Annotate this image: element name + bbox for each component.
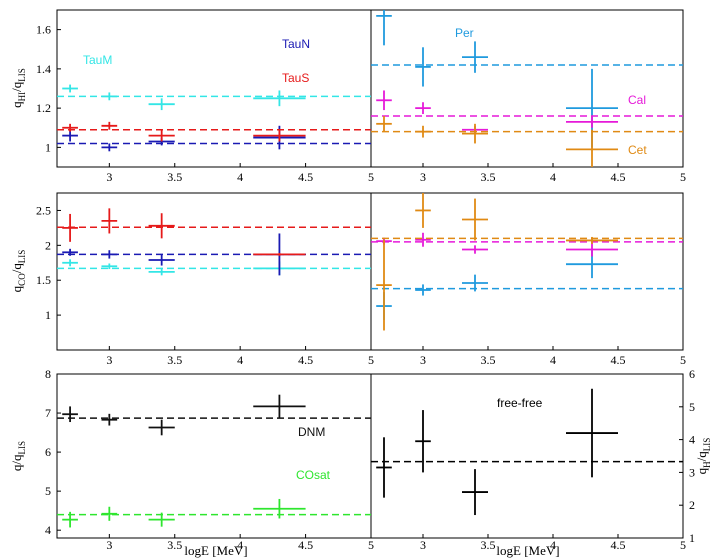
series-co-left-taus — [57, 208, 371, 256]
label-dnm: DNM — [298, 425, 325, 439]
label-cosat: COsat — [296, 468, 331, 482]
ytick-label-co-left-2: 2 — [45, 238, 51, 252]
series-co-left-taum — [57, 259, 371, 276]
ylabel-hi-sub2: LIS — [17, 68, 27, 82]
xtick-label-co-left-2: 4 — [237, 353, 243, 367]
label-cal: Cal — [628, 93, 646, 107]
series-hi-left-taum — [57, 84, 371, 111]
xtick-label-ff-right-0: 3 — [420, 538, 426, 552]
xlabel-left: logE [MeV] — [184, 543, 247, 558]
xtick-label-co-left-4: 5 — [368, 353, 374, 367]
series-co-right-cal — [371, 232, 683, 257]
series-co-right-cet — [371, 193, 683, 331]
ytick-label-co-left-0: 1 — [45, 308, 51, 322]
xtick-label-hi-left-2: 4 — [237, 170, 243, 184]
ytick-label-dnm-left-1: 5 — [45, 484, 51, 498]
ylabel-co-mid: /q — [9, 263, 24, 274]
ytick-label-hi-left-1: 1.2 — [36, 101, 51, 115]
xtick-label-co-right-3: 4.5 — [611, 353, 626, 367]
series-hi-left-taus — [57, 121, 371, 142]
series-dnm-left-dnm — [57, 394, 371, 436]
panel-co-right-frame — [370, 192, 684, 351]
series-hi-right-cet — [371, 115, 683, 167]
xtick-label-hi-left-1: 3.5 — [167, 170, 182, 184]
panel-hi-right-frame — [370, 9, 684, 168]
ytick-label-dnm-left-4: 8 — [45, 367, 51, 381]
label-cet: Cet — [628, 143, 647, 157]
xlabel-right: logE [MeV] — [496, 543, 559, 558]
series-co-right-per — [371, 250, 683, 320]
ytick-label-hi-left-2: 1.4 — [36, 62, 51, 76]
ytick-label-ff-right-5: 6 — [689, 367, 695, 381]
ylabel-ff: qH/qLIS — [694, 438, 712, 475]
series-layer — [57, 10, 683, 528]
ytick-label-dnm-left-2: 6 — [45, 445, 51, 459]
xtick-label-dnm-left-1: 3.5 — [167, 538, 182, 552]
series-ff-right-freefree — [371, 388, 683, 516]
ytick-label-ff-right-1: 2 — [689, 498, 695, 512]
xtick-label-co-left-1: 3.5 — [167, 353, 182, 367]
ytick-label-hi-left-0: 1 — [45, 140, 51, 154]
ylabel-dnm-sub2: LIS — [17, 441, 27, 455]
xtick-label-dnm-left-4: 5 — [368, 538, 374, 552]
xtick-label-hi-right-2: 4 — [550, 170, 556, 184]
ylabel-co-q: q — [9, 285, 24, 292]
xtick-label-ff-right-1: 3.5 — [481, 538, 496, 552]
xtick-label-co-left-3: 4.5 — [298, 353, 313, 367]
panel-co-left-frame — [56, 192, 372, 351]
ylabel-hi-mid: /q — [9, 81, 24, 92]
ylabel-dnm-q: q/q — [9, 454, 24, 471]
xtick-label-hi-left-3: 4.5 — [298, 170, 313, 184]
xtick-label-dnm-left-0: 3 — [106, 538, 112, 552]
xtick-label-ff-right-3: 4.5 — [611, 538, 626, 552]
xtick-label-dnm-left-3: 4.5 — [298, 538, 313, 552]
xtick-label-hi-right-1: 3.5 — [481, 170, 496, 184]
ytick-label-dnm-left-3: 7 — [45, 406, 51, 420]
ytick-label-ff-right-3: 4 — [689, 433, 695, 447]
ytick-label-ff-right-0: 1 — [689, 531, 695, 545]
xtick-label-hi-left-4: 5 — [368, 170, 374, 184]
ytick-label-ff-right-4: 5 — [689, 400, 695, 414]
ytick-label-ff-right-2: 3 — [689, 465, 695, 479]
ylabel-ff-sub1: H — [702, 461, 712, 468]
panel-ff-right-frame — [370, 373, 684, 539]
ylabel-ff-mid: /q — [694, 451, 709, 462]
ytick-label-co-left-1: 1.5 — [36, 273, 51, 287]
ylabel-co: qCO/qLIS — [9, 250, 27, 293]
ylabel-co-sub2: LIS — [17, 250, 27, 264]
xtick-label-co-right-2: 4 — [550, 353, 556, 367]
ytick-label-co-left-3: 2.5 — [36, 203, 51, 217]
ylabel-ff-sub2: LIS — [702, 438, 712, 452]
series-dnm-left-cosat — [57, 498, 371, 528]
label-taum: TauM — [83, 53, 112, 67]
xtick-label-ff-right-4: 5 — [680, 538, 686, 552]
ylabel-ff-q: q — [694, 467, 709, 474]
label-taus: TauS — [282, 71, 309, 85]
xtick-label-co-left-0: 3 — [106, 353, 112, 367]
ylabel-hi-q: q — [9, 101, 24, 108]
ylabel-dnm: q/qLIS — [9, 441, 27, 471]
label-taun: TauN — [282, 37, 310, 51]
xtick-label-co-right-4: 5 — [680, 353, 686, 367]
ytick-label-hi-left-3: 1.6 — [36, 23, 51, 37]
xtick-label-hi-right-3: 4.5 — [611, 170, 626, 184]
xtick-label-hi-right-0: 3 — [420, 170, 426, 184]
label-freefree: free-free — [497, 396, 543, 410]
ylabel-hi: qHI/qLIS — [9, 68, 27, 108]
ylabel-co-sub1: CO — [17, 273, 27, 286]
xtick-label-hi-left-0: 3 — [106, 170, 112, 184]
xtick-label-hi-right-4: 5 — [680, 170, 686, 184]
ytick-label-dnm-left-0: 4 — [45, 523, 51, 537]
label-per: Per — [455, 26, 474, 40]
series-hi-right-per — [371, 10, 683, 148]
xtick-label-co-right-0: 3 — [420, 353, 426, 367]
xtick-label-dnm-left-2: 4 — [237, 538, 243, 552]
ylabel-hi-sub1: HI — [17, 92, 27, 102]
xtick-label-co-right-1: 3.5 — [481, 353, 496, 367]
xtick-label-ff-right-2: 4 — [550, 538, 556, 552]
